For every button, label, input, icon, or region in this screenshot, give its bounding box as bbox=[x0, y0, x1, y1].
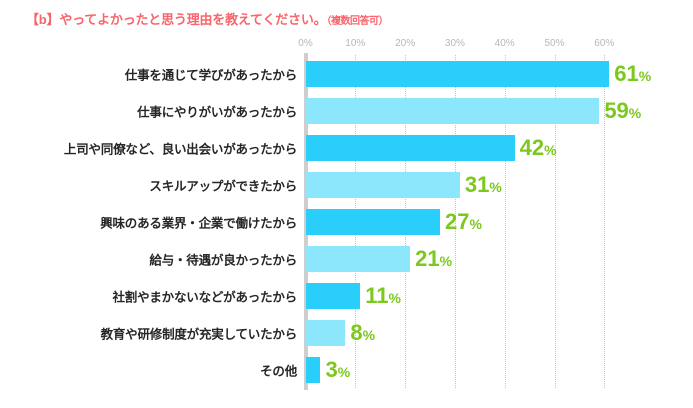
bar[interactable] bbox=[305, 98, 600, 124]
category-label: 社割やまかないなどがあったから bbox=[112, 290, 297, 305]
bar-row: 仕事にやりがいがあったから 59% bbox=[0, 98, 693, 124]
bar[interactable] bbox=[305, 172, 460, 198]
bar-value-number: 21 bbox=[415, 246, 440, 271]
bar[interactable] bbox=[305, 209, 440, 235]
bar-value-percent-sign: % bbox=[362, 327, 376, 343]
category-label: 興味のある業界・企業で働けたから bbox=[100, 216, 297, 231]
gridline-60 bbox=[604, 55, 606, 388]
bar-value-number: 59 bbox=[604, 98, 629, 123]
bar-value-number: 3 bbox=[325, 357, 338, 382]
bar-value-label: 31% bbox=[465, 174, 502, 196]
bar-value-label: 11% bbox=[365, 285, 401, 307]
category-label: 教育や研修制度が充実していたから bbox=[100, 327, 298, 342]
bar-row: 教育や研修制度が充実していたから 8% bbox=[0, 320, 693, 346]
bar-value-percent-sign: % bbox=[469, 216, 482, 232]
bar-value-percent-sign: % bbox=[628, 105, 642, 121]
x-tick-label-30: 30% bbox=[444, 38, 465, 49]
bar[interactable] bbox=[305, 320, 346, 346]
category-label: その他 bbox=[260, 364, 297, 379]
category-label: 給与・待遇が良かったから bbox=[149, 253, 297, 268]
bar-value-label: 27% bbox=[445, 211, 482, 233]
gridline-50 bbox=[554, 55, 556, 388]
bar-value-label: 21% bbox=[415, 248, 452, 270]
bar-value-percent-sign: % bbox=[638, 68, 652, 84]
x-tick-label-10: 10% bbox=[345, 38, 366, 49]
bar-row: 上司や同僚など、良い出会いがあったから 42% bbox=[0, 135, 693, 161]
chart-title: 【b】やってよかったと思う理由を教えてください。（複数回答可） bbox=[26, 9, 388, 28]
bar-value-percent-sign: % bbox=[489, 179, 502, 195]
bar[interactable] bbox=[305, 61, 610, 87]
bar-row: スキルアップができたから 31% bbox=[0, 172, 693, 198]
bar-row: 仕事を通じて学びがあったから 61% bbox=[0, 61, 693, 87]
bar-value-number: 61 bbox=[614, 61, 639, 86]
bar-value-label: 59% bbox=[604, 100, 641, 122]
bar-value-percent-sign: % bbox=[337, 364, 351, 380]
bar-value-label: 42% bbox=[520, 137, 557, 159]
category-label: 上司や同僚など、良い出会いがあったから bbox=[63, 142, 297, 157]
bar-value-number: 11 bbox=[365, 283, 389, 308]
chart-title-main: 【b】やってよかったと思う理由を教えてください。 bbox=[26, 12, 327, 27]
gridline-40 bbox=[504, 55, 506, 388]
bar[interactable] bbox=[305, 135, 515, 161]
bar-value-label: 3% bbox=[325, 359, 350, 381]
x-tick-label-20: 20% bbox=[395, 38, 416, 49]
bar-row: 興味のある業界・企業で働けたから 27% bbox=[0, 209, 693, 235]
category-label: 仕事を通じて学びがあったから bbox=[124, 68, 297, 83]
x-tick-label-50: 50% bbox=[544, 38, 565, 49]
bar-row: 社割やまかないなどがあったから 11% bbox=[0, 283, 693, 309]
bar-value-label: 61% bbox=[614, 63, 651, 85]
x-axis-tick-labels: 0% 10% 20% 30% 40% 50% 60% bbox=[0, 38, 693, 52]
bar-value-percent-sign: % bbox=[439, 253, 453, 269]
x-tick-label-60: 60% bbox=[594, 38, 615, 49]
category-label: 仕事にやりがいがあったから bbox=[137, 105, 297, 120]
bar-value-percent-sign: % bbox=[544, 142, 557, 158]
bar[interactable] bbox=[305, 246, 411, 272]
x-tick-label-0: 0% bbox=[298, 38, 313, 49]
bar-value-number: 8 bbox=[350, 320, 363, 345]
bar[interactable] bbox=[305, 357, 321, 383]
x-tick-label-40: 40% bbox=[494, 38, 515, 49]
bar-value-number: 27 bbox=[444, 209, 470, 234]
bar-row: その他 3% bbox=[0, 357, 693, 383]
bar[interactable] bbox=[305, 283, 361, 309]
bar-row: 給与・待遇が良かったから 21% bbox=[0, 246, 693, 272]
chart-title-note: （複数回答可） bbox=[326, 16, 388, 27]
bar-value-number: 42 bbox=[519, 135, 545, 160]
bar-value-label: 8% bbox=[350, 322, 375, 344]
bar-value-number: 31 bbox=[464, 172, 490, 197]
category-label: スキルアップができたから bbox=[149, 179, 297, 194]
bar-value-percent-sign: % bbox=[388, 290, 401, 306]
gridline-30 bbox=[454, 55, 456, 388]
